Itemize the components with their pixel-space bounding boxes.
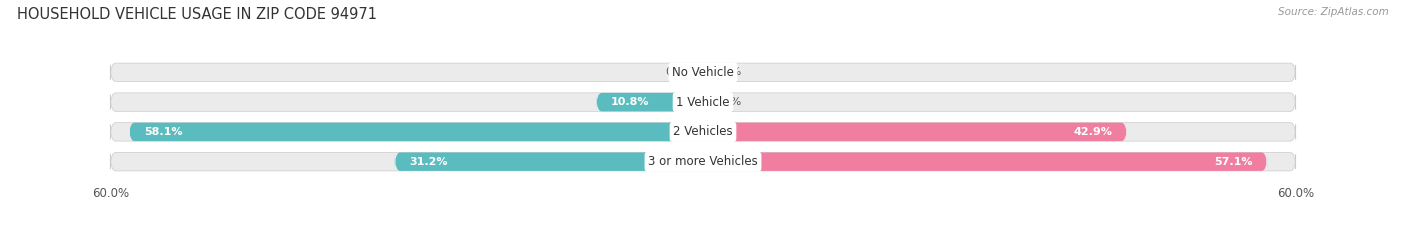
FancyBboxPatch shape bbox=[395, 152, 703, 171]
Text: No Vehicle: No Vehicle bbox=[672, 66, 734, 79]
FancyBboxPatch shape bbox=[110, 123, 1296, 141]
Text: 58.1%: 58.1% bbox=[143, 127, 183, 137]
Text: 42.9%: 42.9% bbox=[1073, 127, 1112, 137]
Text: 1 Vehicle: 1 Vehicle bbox=[676, 96, 730, 109]
Text: HOUSEHOLD VEHICLE USAGE IN ZIP CODE 94971: HOUSEHOLD VEHICLE USAGE IN ZIP CODE 9497… bbox=[17, 7, 377, 22]
Text: 0.0%: 0.0% bbox=[713, 67, 741, 77]
FancyBboxPatch shape bbox=[596, 93, 703, 111]
FancyBboxPatch shape bbox=[110, 63, 1296, 82]
Text: 31.2%: 31.2% bbox=[409, 157, 449, 167]
Text: 0.0%: 0.0% bbox=[713, 97, 741, 107]
FancyBboxPatch shape bbox=[703, 123, 1126, 141]
Text: 0.0%: 0.0% bbox=[665, 67, 693, 77]
FancyBboxPatch shape bbox=[703, 152, 1267, 171]
Text: 3 or more Vehicles: 3 or more Vehicles bbox=[648, 155, 758, 168]
FancyBboxPatch shape bbox=[129, 123, 703, 141]
FancyBboxPatch shape bbox=[110, 93, 1296, 111]
Text: 57.1%: 57.1% bbox=[1213, 157, 1253, 167]
Text: 10.8%: 10.8% bbox=[612, 97, 650, 107]
FancyBboxPatch shape bbox=[110, 152, 1296, 171]
Text: 2 Vehicles: 2 Vehicles bbox=[673, 125, 733, 138]
Text: Source: ZipAtlas.com: Source: ZipAtlas.com bbox=[1278, 7, 1389, 17]
